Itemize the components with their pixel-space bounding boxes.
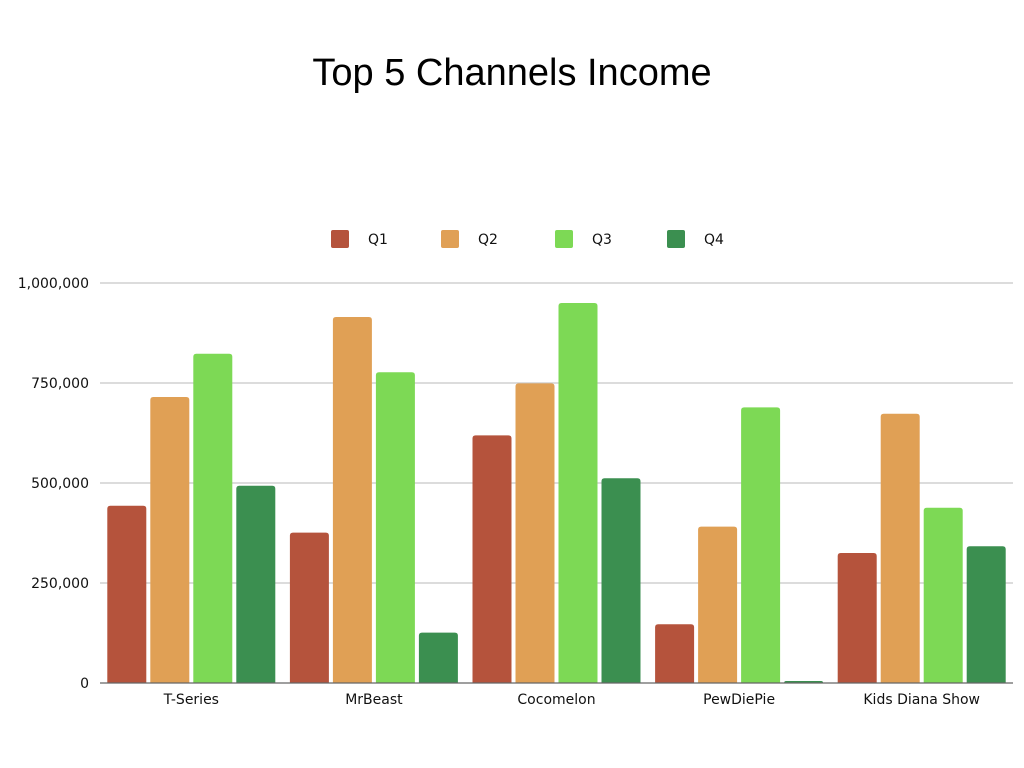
bar-q3-kids-diana-show [923, 507, 963, 683]
legend-label-q1: Q1 [368, 232, 388, 248]
legend-swatch-q3 [555, 230, 573, 248]
legend-swatch-q4 [667, 230, 685, 248]
bar-q2-kids-diana-show [880, 413, 920, 683]
legend-label-q3: Q3 [592, 232, 612, 248]
bar-q1-pewdiepie [655, 624, 695, 683]
bar-q3-pewdiepie [741, 407, 781, 683]
bar-q1-cocomelon [472, 435, 512, 683]
bar-q2-pewdiepie [698, 526, 738, 683]
bar-q4-kids-diana-show [966, 546, 1006, 683]
legend-label-q4: Q4 [704, 232, 724, 248]
y-tick-label: 250,000 [31, 576, 89, 592]
bar-q2-mrbeast [332, 317, 372, 683]
bar-q1-t-series [107, 505, 147, 683]
bar-q3-mrbeast [375, 372, 415, 683]
y-tick-label: 500,000 [31, 476, 89, 492]
x-tick-label: PewDiePie [703, 692, 775, 708]
x-tick-label: MrBeast [345, 692, 403, 708]
bar-q2-t-series [150, 397, 190, 683]
x-axis-category-labels: T-Series MrBeast Cocomelon PewDiePie Kids Di… [163, 692, 980, 708]
legend-swatch-q2 [441, 230, 459, 248]
legend-label-q2: Q2 [478, 232, 498, 248]
y-tick-label: 750,000 [31, 376, 89, 392]
legend-swatch-q1 [331, 230, 349, 248]
y-tick-label: 1,000,000 [18, 276, 89, 292]
chart-title: Top 5 Channels Income [312, 52, 712, 94]
legend: Q1 Q2 Q3 Q4 [331, 230, 724, 248]
x-tick-label: T-Series [163, 692, 219, 708]
bar-q3-cocomelon [558, 303, 598, 683]
bar-q1-kids-diana-show [837, 553, 877, 683]
bar-q4-t-series [236, 485, 276, 683]
x-tick-label: Kids Diana Show [863, 692, 980, 708]
bar-q1-mrbeast [289, 532, 329, 683]
bar-q4-cocomelon [601, 478, 641, 683]
bar-q3-t-series [193, 353, 233, 683]
y-tick-label: 0 [80, 676, 89, 692]
bar-q4-mrbeast [418, 632, 458, 683]
y-axis-tick-labels: 0 250,000 500,000 750,000 1,000,000 [18, 276, 89, 692]
bar-q2-cocomelon [515, 383, 555, 683]
bars [107, 303, 1006, 683]
x-tick-label: Cocomelon [517, 692, 595, 708]
